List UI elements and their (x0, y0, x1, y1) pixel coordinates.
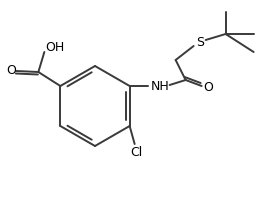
Text: O: O (204, 80, 214, 93)
Text: OH: OH (46, 41, 65, 54)
Text: S: S (196, 35, 204, 49)
Text: Cl: Cl (131, 146, 143, 159)
Text: NH: NH (150, 80, 169, 93)
Text: O: O (7, 63, 16, 77)
